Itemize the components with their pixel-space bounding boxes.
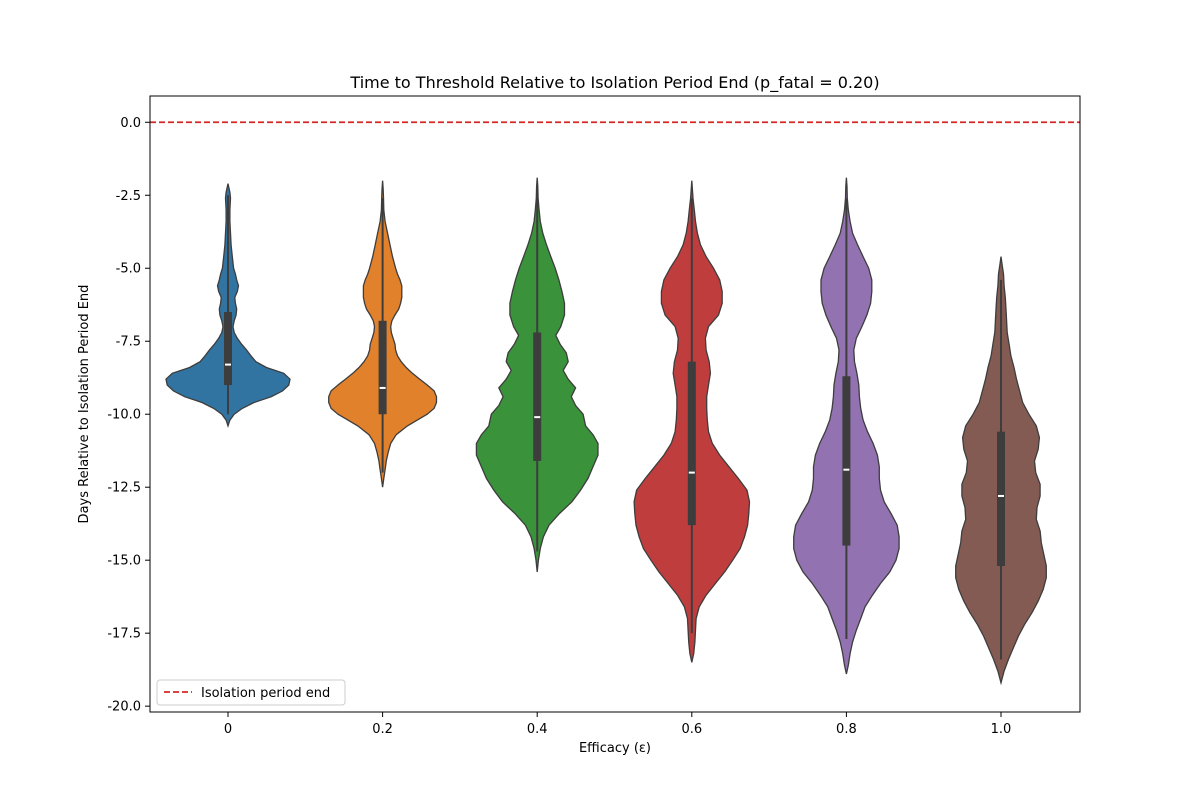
legend: Isolation period end: [156, 679, 346, 706]
x-axis-label: Efficacy (ε): [579, 741, 651, 756]
chart-title: Time to Threshold Relative to Isolation …: [349, 73, 879, 93]
plot-frame: [149, 95, 1081, 713]
x-axis-ticks: 0 0.2 0.4 0.6 0.8 1.0: [224, 712, 1011, 737]
y-tick-label: -12.5: [107, 481, 141, 496]
x-tick-label: 0.2: [372, 722, 393, 737]
y-tick-label: -2.5: [116, 189, 141, 204]
y-tick-label: -5.0: [116, 262, 141, 277]
x-tick-label: 0.8: [836, 722, 857, 737]
legend-box: [156, 679, 346, 706]
violins-group: [165, 177, 1047, 686]
y-tick-label: -15.0: [107, 554, 141, 569]
violin-iqr-box-0.2: [378, 320, 387, 415]
violin-iqr-box-0.4: [533, 332, 542, 461]
x-tick-label: 0.4: [527, 722, 548, 737]
y-tick-label: -20.0: [107, 700, 141, 715]
y-axis-ticks: 0.0 -2.5 -5.0 -7.5 -10.0 -12.5 -15.0 -17.5 -20.0: [107, 116, 150, 715]
y-tick-label: 0.0: [120, 116, 141, 131]
x-tick-label: 1.0: [991, 722, 1012, 737]
x-tick-label: 0: [224, 722, 232, 737]
violin-iqr-box-0: [224, 312, 232, 386]
x-tick-label: 0.6: [681, 722, 702, 737]
y-tick-label: -7.5: [116, 335, 141, 350]
y-axis-label: Days Relative to Isolation Period End: [77, 285, 92, 524]
violin-iqr-box-1.0: [997, 431, 1005, 567]
legend-label: Isolation period end: [201, 686, 330, 701]
y-tick-label: -17.5: [107, 627, 141, 642]
violin-iqr-box-0.8: [842, 376, 851, 546]
y-tick-label: -10.0: [107, 408, 141, 423]
violin-iqr-box-0.6: [687, 361, 696, 526]
